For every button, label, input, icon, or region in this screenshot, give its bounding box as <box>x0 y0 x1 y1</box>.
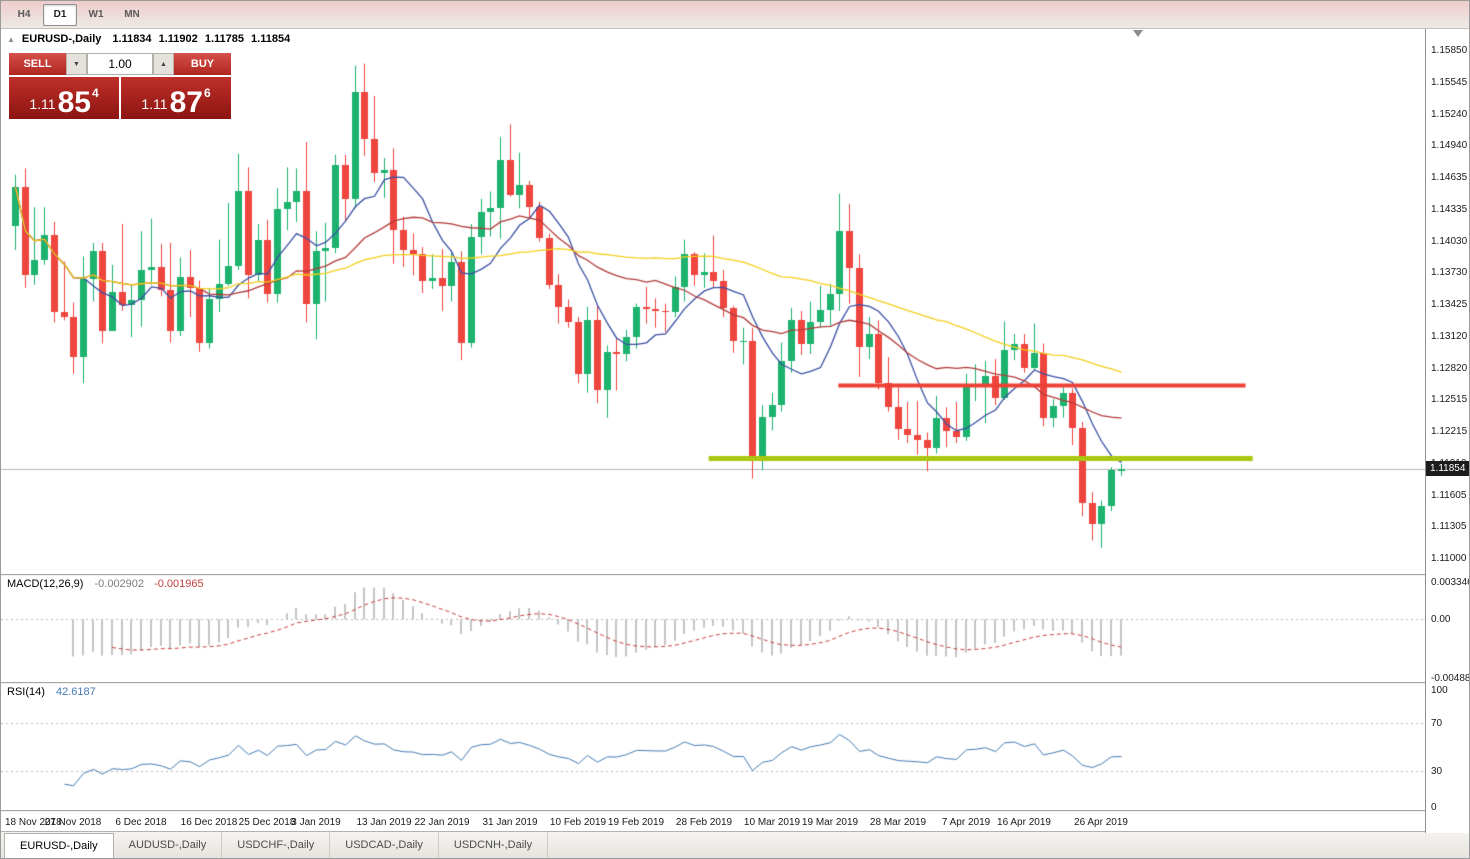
date-axis-label: 16 Apr 2019 <box>997 817 1051 828</box>
timeframe-button-w1[interactable]: W1 <box>88 9 104 20</box>
sell-price-button[interactable]: 1.11 85 4 <box>9 77 119 119</box>
rsi-label: RSI(14) 42.6187 <box>7 686 96 698</box>
pane-separator[interactable] <box>1 574 1469 576</box>
ohlc-close: 1.11854 <box>251 33 291 45</box>
price-axis-label: 1.11305 <box>1431 521 1467 533</box>
price-axis-label: 1.15850 <box>1431 44 1468 56</box>
price-axis-label: 1.15545 <box>1431 76 1468 88</box>
sell-price-main: 85 <box>57 85 91 119</box>
date-axis-label: 13 Jan 2019 <box>356 817 412 828</box>
current-price-badge: 1.11854 <box>1426 460 1469 476</box>
ohlc-open: 1.11834 <box>112 33 152 45</box>
timeframe-button-mn[interactable]: MN <box>124 9 140 20</box>
macd-name: MACD(12,26,9) <box>7 578 84 590</box>
tab-usdcnh-daily[interactable]: USDCNH-,Daily <box>439 832 549 858</box>
date-axis-label: 19 Feb 2019 <box>607 817 665 828</box>
buy-price-main: 87 <box>169 85 203 119</box>
macd-pane: MACD(12,26,9) -0.002902 -0.001965 <box>1 576 1425 682</box>
rsi-value: 42.6187 <box>55 686 96 698</box>
date-axis-label: 6 Dec 2018 <box>115 817 167 828</box>
rsi-canvas[interactable] <box>1 684 1425 810</box>
ohlc-high: 1.11902 <box>158 33 198 45</box>
price-axis-label: 1.12215 <box>1431 425 1468 437</box>
rsi-pane: RSI(14) 42.6187 <box>1 684 1425 810</box>
buy-price-button[interactable]: 1.11 87 6 <box>121 77 231 119</box>
price-axis-label: 1.13730 <box>1431 267 1468 279</box>
date-axis-label: 28 Feb 2019 <box>675 817 733 828</box>
rsi-axis-label: 0 <box>1431 802 1437 813</box>
price-axis-label: 1.13120 <box>1431 331 1468 343</box>
price-axis-label: 1.11000 <box>1431 553 1467 565</box>
price-axis-label: 1.12515 <box>1431 394 1468 406</box>
macd-axis-label: -0.004885 <box>1431 673 1470 685</box>
date-axis-label: 28 Mar 2019 <box>869 817 927 828</box>
price-axis-label: 1.12820 <box>1431 362 1468 374</box>
one-click-toggle-icon[interactable]: ▲ <box>7 34 15 44</box>
sell-price-pip: 4 <box>91 86 99 100</box>
timeframe-button-h4[interactable]: H4 <box>17 9 31 20</box>
price-axis-label: 1.14940 <box>1431 140 1468 152</box>
volume-input[interactable] <box>87 53 153 75</box>
rsi-axis-label: 30 <box>1431 766 1443 777</box>
date-axis-label: 26 Apr 2019 <box>1074 817 1128 828</box>
price-axis-label: 1.15240 <box>1431 108 1468 120</box>
price-pane: ▲ EURUSD-,Daily 1.11834 1.11902 1.11785 … <box>1 29 1425 574</box>
ohlc-low: 1.11785 <box>204 33 244 45</box>
date-axis-label: 19 Mar 2019 <box>801 817 859 828</box>
macd-axis-label: 0.003346 <box>1431 577 1470 588</box>
macd-canvas[interactable] <box>1 576 1425 682</box>
volume-increase-button[interactable]: ▲ <box>153 53 174 75</box>
volume-decrease-button[interactable]: ▼ <box>66 53 87 75</box>
tab-usdcad-daily[interactable]: USDCAD-,Daily <box>330 832 439 858</box>
tab-usdchf-daily[interactable]: USDCHF-,Daily <box>222 832 331 858</box>
price-axis[interactable]: 1.15850 1.15545 1.15240 1.14940 1.14635 1.143… <box>1425 29 1470 833</box>
date-axis-label: 18 Nov 2018 <box>5 817 62 828</box>
chart-tabbar: EURUSD-,Daily AUDUSD-,Daily USDCHF-,Dail… <box>1 831 1469 858</box>
macd-signal-value: -0.001965 <box>154 578 204 590</box>
timeframe-button-d1[interactable]: D1 <box>43 3 77 26</box>
buy-price-pip: 6 <box>203 86 211 100</box>
one-click-trading-panel: SELL ▼ ▲ BUY 1.11 85 4 1.11 <box>9 53 231 119</box>
volume-field-wrap <box>87 53 153 75</box>
rsi-axis-label: 100 <box>1431 685 1448 696</box>
timeframe-toolbar: H4 D1 W1 MN <box>1 1 1469 29</box>
date-axis-label: 31 Jan 2019 <box>482 817 538 828</box>
buy-button[interactable]: BUY <box>174 53 231 75</box>
date-axis-label: 3 Jan 2019 <box>291 817 341 828</box>
sell-button[interactable]: SELL <box>9 53 66 75</box>
date-axis-label: 7 Apr 2019 <box>941 817 991 828</box>
date-axis-label: 16 Dec 2018 <box>180 817 238 828</box>
price-axis-label: 1.14635 <box>1431 172 1468 184</box>
date-axis-label: 22 Jan 2019 <box>414 817 470 828</box>
buy-price-prefix: 1.11 <box>141 96 168 112</box>
date-axis-label: 27 Nov 2018 <box>44 817 102 828</box>
tab-audusd-daily[interactable]: AUDUSD-,Daily <box>114 832 223 858</box>
price-axis-label: 1.14335 <box>1431 203 1468 215</box>
macd-main-value: -0.002902 <box>94 578 145 590</box>
chart-symbol-label: EURUSD-,Daily <box>21 33 102 45</box>
pane-separator[interactable] <box>1 810 1469 812</box>
date-axis-label: 25 Dec 2018 <box>238 817 296 828</box>
rsi-axis-label: 70 <box>1431 718 1443 729</box>
pane-separator[interactable] <box>1 682 1469 684</box>
date-axis[interactable]: 18 Nov 2018 27 Nov 2018 6 Dec 2018 16 Dec 2… <box>1 812 1425 833</box>
chart-header: ▲ EURUSD-,Daily 1.11834 1.11902 1.11785 … <box>7 33 290 45</box>
macd-label: MACD(12,26,9) -0.002902 -0.001965 <box>7 578 204 590</box>
price-axis-label: 1.14030 <box>1431 235 1468 247</box>
sell-price-prefix: 1.11 <box>29 96 56 112</box>
macd-axis-label: 0.00 <box>1431 614 1451 626</box>
tab-eurusd-daily[interactable]: EURUSD-,Daily <box>4 833 114 858</box>
chart-window: ▲ EURUSD-,Daily 1.11834 1.11902 1.11785 … <box>1 29 1470 833</box>
date-axis-label: 10 Mar 2019 <box>743 817 801 828</box>
chart-shift-marker[interactable] <box>1133 30 1143 37</box>
price-chart-canvas[interactable] <box>1 29 1425 574</box>
price-axis-label: 1.13425 <box>1431 299 1468 311</box>
price-axis-label: 1.11605 <box>1431 489 1467 501</box>
date-axis-label: 10 Feb 2019 <box>549 817 607 828</box>
rsi-name: RSI(14) <box>7 686 45 698</box>
